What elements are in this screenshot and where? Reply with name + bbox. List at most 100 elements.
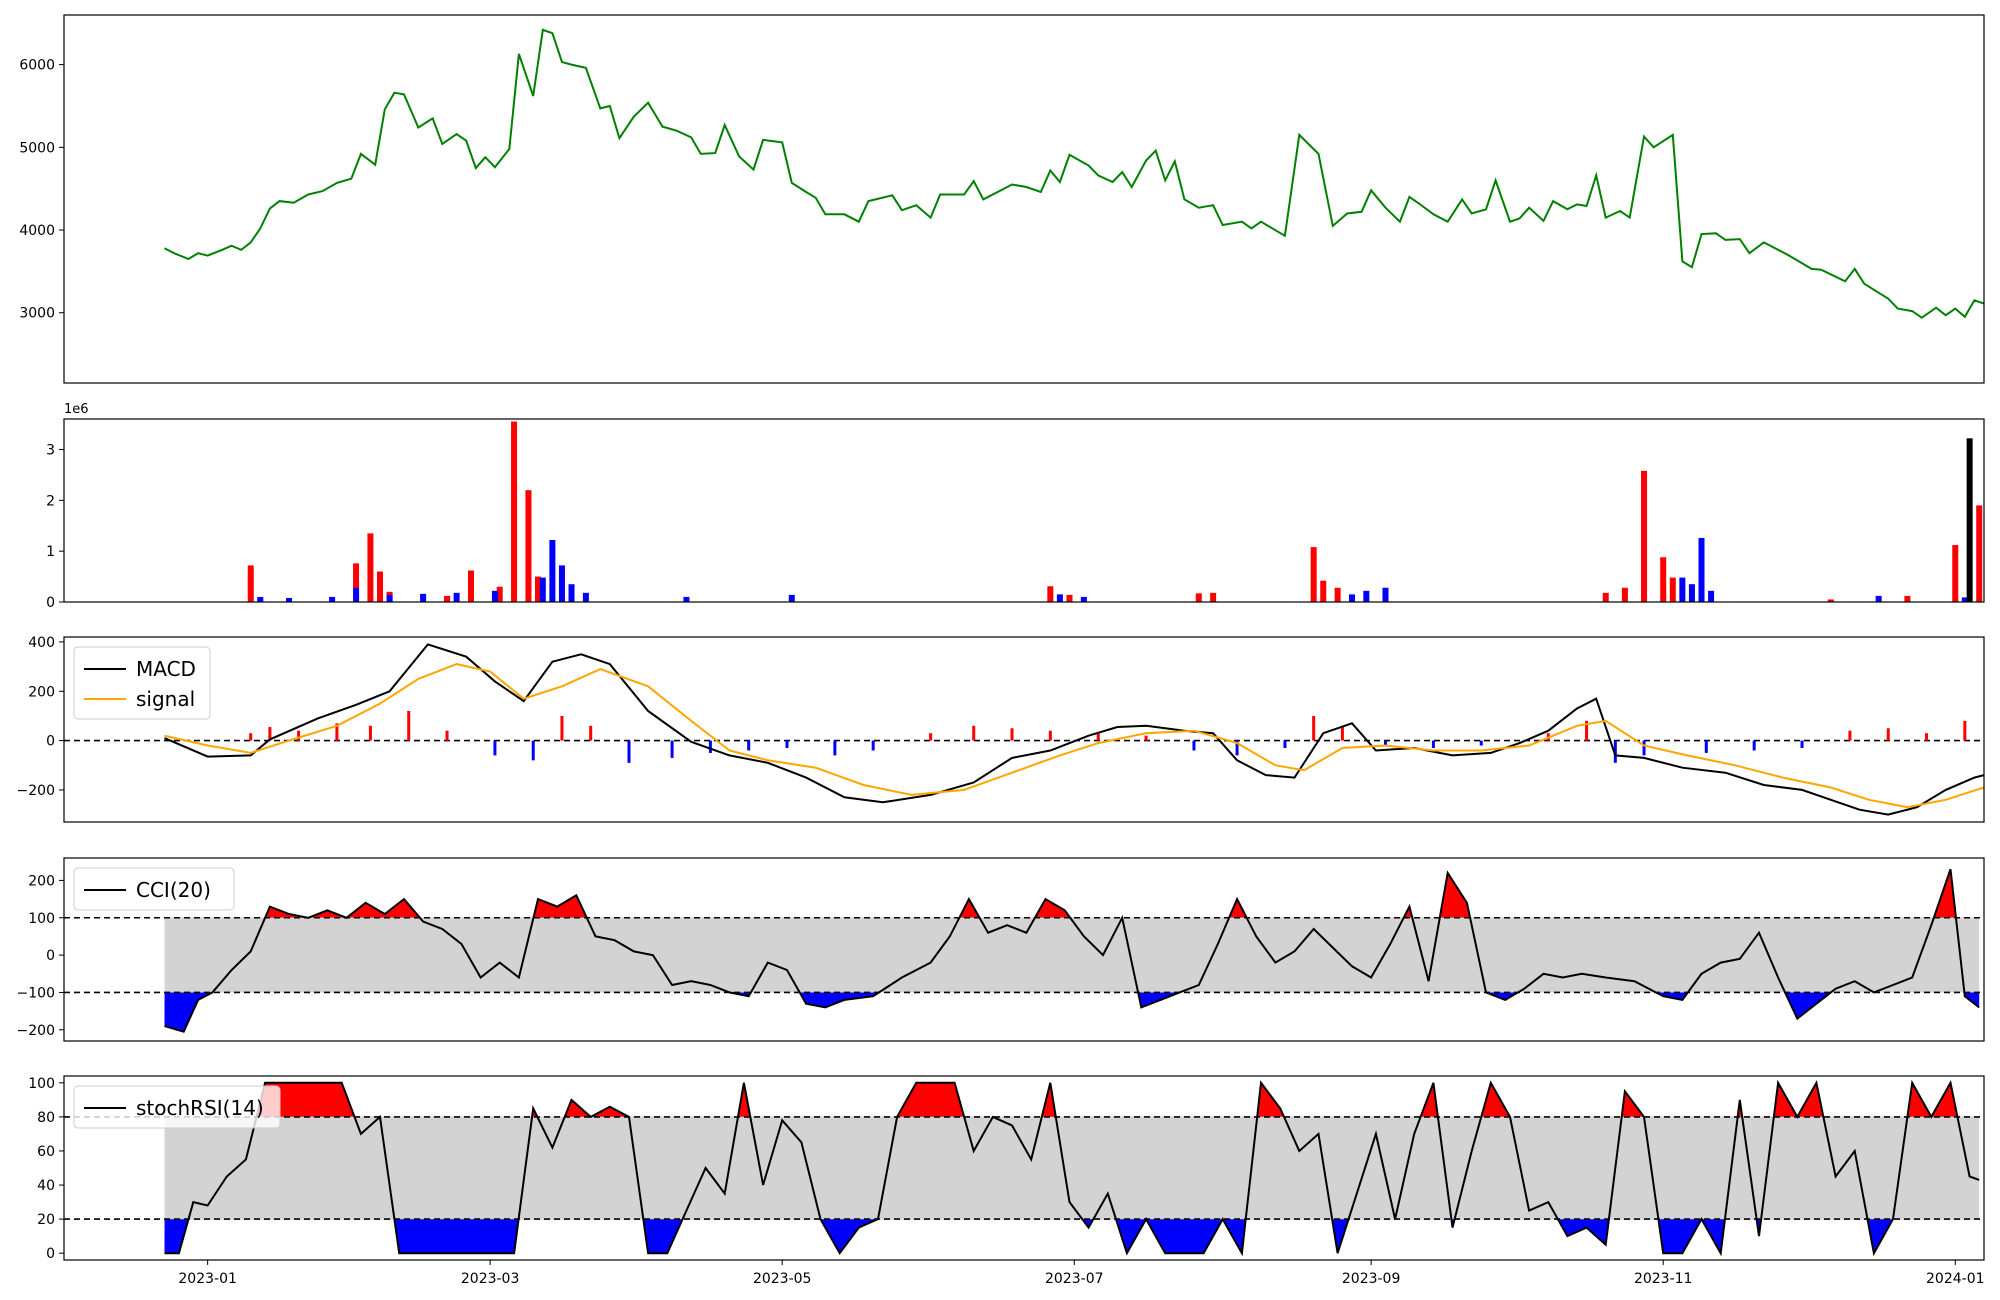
histogram-bar bbox=[1613, 740, 1617, 763]
volume-bar bbox=[1952, 545, 1959, 602]
histogram-bar bbox=[1048, 730, 1052, 741]
plot-area bbox=[64, 1079, 1984, 1257]
volume-bar bbox=[420, 593, 427, 602]
axes-frame bbox=[63, 14, 1985, 384]
volume-bar bbox=[1688, 584, 1695, 602]
signal-line bbox=[164, 663, 1984, 809]
volume-bar bbox=[1602, 592, 1609, 602]
histogram-bar bbox=[1192, 740, 1196, 751]
histogram-bar bbox=[1963, 720, 1967, 741]
volume-bar bbox=[353, 587, 360, 602]
y-tick-label: −200 bbox=[17, 1023, 55, 1039]
axes-frame bbox=[63, 418, 1985, 603]
volume-bar bbox=[353, 563, 360, 602]
volume-bar bbox=[582, 592, 589, 602]
legend-box bbox=[73, 867, 235, 911]
histogram-bar bbox=[627, 740, 631, 763]
volume-bar bbox=[1334, 587, 1341, 602]
histogram-bar bbox=[1312, 715, 1316, 741]
volume-bar bbox=[496, 586, 503, 602]
histogram-bar bbox=[1752, 740, 1756, 751]
neutral-band bbox=[164, 1116, 1980, 1220]
y-tick-label: 20 bbox=[37, 1212, 55, 1228]
overbought-fill bbox=[256, 1082, 1958, 1117]
volume-bar bbox=[683, 596, 690, 602]
histogram-bar bbox=[1886, 728, 1890, 741]
histogram-bar bbox=[1383, 740, 1387, 746]
y-tick-label: 200 bbox=[28, 684, 55, 700]
histogram-bar bbox=[1096, 733, 1100, 741]
axes-frame bbox=[63, 1075, 1985, 1261]
histogram-bar bbox=[445, 730, 449, 741]
plot-area bbox=[64, 868, 1984, 1033]
volume-bar bbox=[1363, 590, 1370, 602]
volume-bar bbox=[467, 570, 474, 602]
volume-bar bbox=[1679, 577, 1686, 602]
legend-box bbox=[73, 1085, 281, 1129]
histogram-bar bbox=[1642, 740, 1646, 756]
histogram-bar bbox=[1585, 720, 1589, 741]
histogram-bar bbox=[249, 733, 253, 741]
histogram-bar bbox=[1340, 725, 1344, 741]
stochrsi-panel: 100 80 60 40 20 0 stochRSI(14) 2023-01 2023-03 20… bbox=[28, 1075, 1985, 1287]
volume-bar bbox=[1348, 594, 1355, 602]
volume-bar bbox=[1056, 594, 1063, 602]
volume-bar bbox=[1827, 599, 1834, 602]
histogram-bar bbox=[747, 740, 751, 751]
volume-bar bbox=[377, 571, 384, 602]
histogram-bar bbox=[1010, 728, 1014, 741]
oversold-fill bbox=[164, 992, 1980, 1032]
volume-bar bbox=[525, 490, 532, 602]
plot-area bbox=[164, 28, 1984, 319]
histogram-bar bbox=[929, 733, 933, 741]
legend-box bbox=[73, 646, 211, 720]
y-tick-label: 2 bbox=[46, 493, 55, 509]
x-tick-label: 2024-01 bbox=[1926, 1271, 1985, 1287]
y-tick-label: 6000 bbox=[19, 58, 55, 74]
price-line bbox=[164, 28, 1984, 319]
legend-label: signal bbox=[136, 687, 195, 711]
axes-frame bbox=[63, 857, 1985, 1042]
y-tick-label: 100 bbox=[28, 1076, 55, 1092]
volume-bar bbox=[535, 576, 542, 602]
cci-panel: 200 100 0 −100 −200 CCI(20) bbox=[17, 857, 1985, 1042]
legend-label: MACD bbox=[136, 657, 196, 681]
y-tick-label: 3 bbox=[46, 443, 55, 459]
y-tick-label: 4000 bbox=[19, 223, 55, 239]
histogram-bar bbox=[1800, 740, 1804, 748]
x-tick-label: 2023-09 bbox=[1342, 1271, 1401, 1287]
y-tick-label: 40 bbox=[37, 1178, 55, 1194]
volume-bar bbox=[286, 597, 293, 602]
y-tick-label: 5000 bbox=[19, 140, 55, 156]
volume-bar bbox=[367, 533, 374, 602]
y-tick-label: 100 bbox=[28, 911, 55, 927]
y-tick-label: 200 bbox=[28, 873, 55, 889]
y-tick-label: 0 bbox=[46, 1246, 55, 1262]
volume-bar bbox=[788, 594, 795, 602]
volume-bar bbox=[558, 565, 565, 602]
neutral-band bbox=[164, 917, 1980, 993]
price-panel: 3000 4000 5000 6000 bbox=[19, 14, 1985, 384]
volume-bar bbox=[1310, 547, 1317, 602]
histogram-bar bbox=[531, 740, 535, 761]
y-tick-label: 0 bbox=[46, 595, 55, 611]
y-tick-label: −100 bbox=[17, 985, 55, 1001]
histogram-bar bbox=[1925, 733, 1929, 741]
volume-bar bbox=[511, 421, 518, 602]
legend-label: stochRSI(14) bbox=[136, 1096, 264, 1120]
y-tick-label: 0 bbox=[46, 734, 55, 750]
y-tick-label: 400 bbox=[28, 635, 55, 651]
histogram-bar bbox=[972, 725, 976, 741]
histogram-bar bbox=[560, 715, 564, 741]
volume-bar bbox=[1904, 595, 1911, 602]
x-tick-label: 2023-01 bbox=[178, 1271, 237, 1287]
histogram-bar bbox=[297, 730, 301, 741]
volume-bar bbox=[1382, 587, 1389, 602]
volume-bar bbox=[329, 596, 336, 602]
volume-bar bbox=[1961, 597, 1968, 602]
volume-bar bbox=[386, 594, 393, 602]
y-tick-label: 80 bbox=[37, 1110, 55, 1126]
y-tick-label: 1 bbox=[46, 544, 55, 560]
volume-bar bbox=[1195, 593, 1202, 602]
